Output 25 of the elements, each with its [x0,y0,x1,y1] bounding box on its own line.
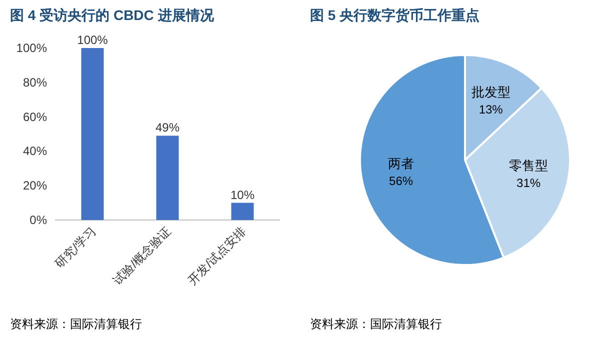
data-label: 13% [478,102,504,116]
data-label: 10% [230,188,255,202]
bar [81,48,104,220]
x-tick-label: 研究/学习 [52,224,99,270]
chart-title: 图 4 受访央行的 CBDC 进展情况 [10,7,215,23]
chart-title: 图 5 央行数字货币工作重点 [310,7,480,23]
text: 资料来源：国际清算银行 [10,317,142,331]
data-label: 49% [155,120,180,135]
data-label: 100% [77,33,108,47]
bar [156,136,179,220]
y-tick-label: 20% [22,178,48,193]
text: 资料来源：国际清算银行 [310,317,442,331]
x-tick-label: 开发/试点安排 [185,224,249,288]
y-tick-label: 0% [30,213,48,227]
y-tick-label: 60% [22,110,48,124]
data-label: 31% [516,176,541,190]
bar [231,202,254,220]
y-tick-label: 80% [22,75,48,90]
y-tick-label: 40% [22,144,48,158]
x-tick-label: 试验/概念验证 [110,224,174,288]
data-label: 56% [389,174,414,188]
y-tick-label: 100% [16,41,48,55]
slice-label: 零售型 [509,158,548,174]
slice-label: 批发型 [471,84,510,100]
slice-label: 两者 [388,156,414,172]
